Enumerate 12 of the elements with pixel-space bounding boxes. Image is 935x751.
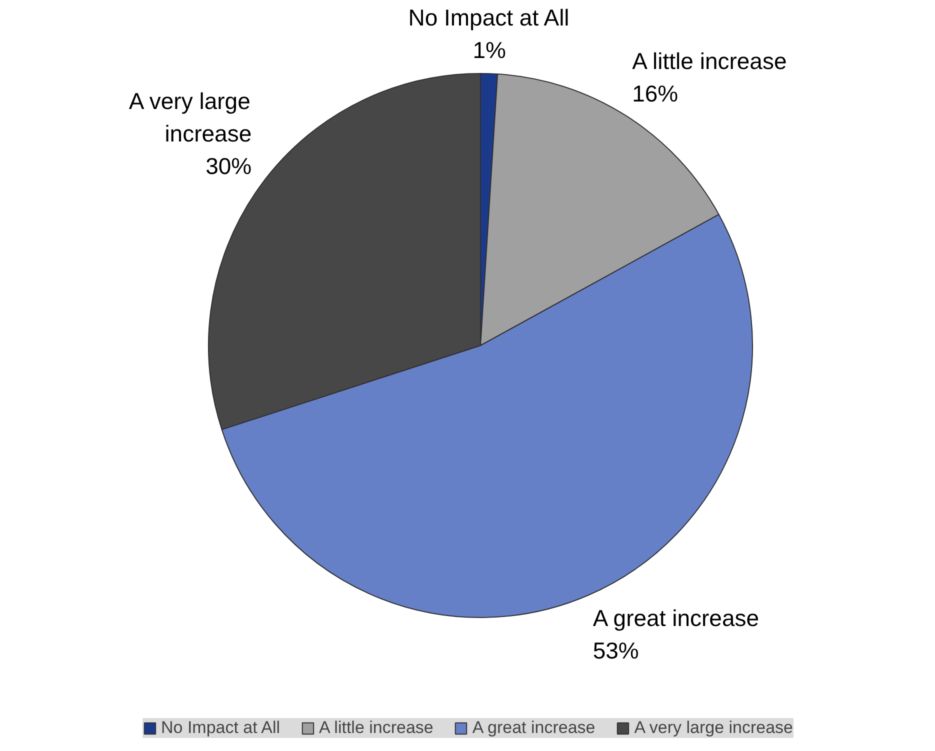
data-label: 53%	[592, 638, 639, 664]
legend-label: No Impact at All	[160, 718, 280, 738]
data-label: 30%	[206, 153, 252, 180]
legend-label: A very large increase	[634, 718, 794, 738]
data-label: 16%	[632, 80, 678, 107]
slice-label: A very large increase	[128, 88, 252, 147]
slice-label: No Impact at All	[408, 4, 570, 30]
slice-label: A great increase	[592, 605, 760, 632]
slice-label: A little increase	[632, 48, 787, 74]
legend-label: A little increase	[319, 718, 434, 738]
data-label: 1%	[472, 36, 506, 63]
legend-label: A great increase	[472, 718, 596, 738]
